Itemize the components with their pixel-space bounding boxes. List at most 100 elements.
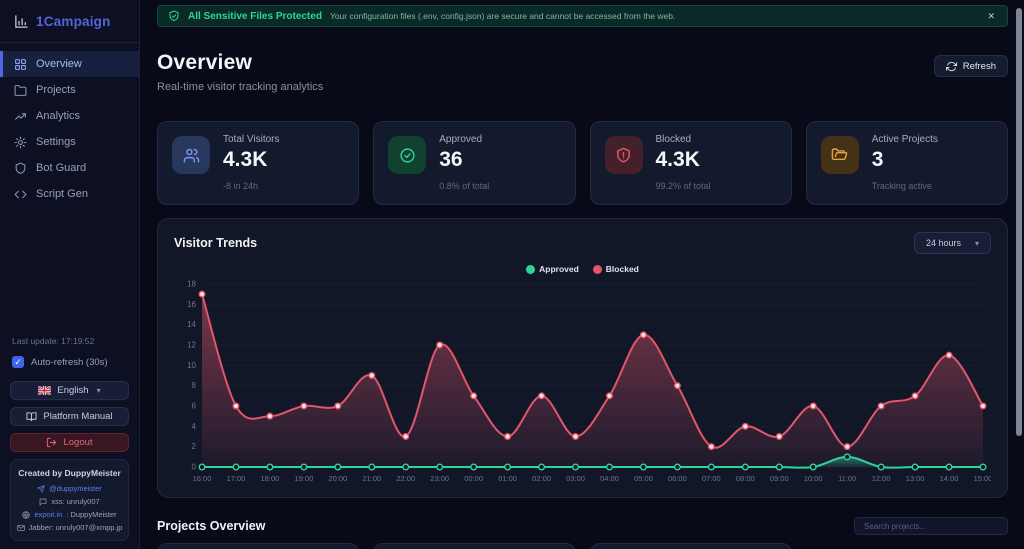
project-card[interactable] [373,543,576,549]
svg-text:22:00: 22:00 [396,474,415,483]
svg-text:00:00: 00:00 [464,474,483,483]
svg-text:16: 16 [187,300,196,309]
svg-text:04:00: 04:00 [600,474,619,483]
scrollbar-thumb[interactable] [1016,8,1022,436]
security-banner: All Sensitive Files Protected Your confi… [157,5,1008,27]
main-content: All Sensitive Files Protected Your confi… [140,0,1024,549]
users-icon [172,136,210,174]
stat-value: 36 [439,148,463,171]
page-header: Overview Real-time visitor tracking anal… [157,51,1008,93]
visitor-trends-chart: 0 2 4 6 8 10 12 14 16 18 16:00 17:00 18:00 19:00 20:00… [174,276,992,494]
svg-text:2: 2 [192,442,197,451]
svg-text:05:00: 05:00 [634,474,653,483]
sidebar: 1Campaign Overview Projects Analytics Se… [0,0,140,549]
svg-text:6: 6 [192,402,197,411]
logo: 1Campaign [0,0,139,42]
legend-dot-approved [526,264,536,274]
sidebar-item-projects[interactable]: Projects [0,77,139,103]
language-label: English [57,385,89,396]
svg-text:18: 18 [187,280,196,289]
legend-label: Approved [539,264,579,274]
check-circle-icon [388,136,427,174]
site-link[interactable]: expoit.in [34,510,63,519]
stat-label: Active Projects [871,134,938,145]
sidebar-item-label: Settings [36,136,76,148]
svg-text:23:00: 23:00 [430,474,449,483]
language-selector[interactable]: English ▾ [10,381,129,400]
chat-square-icon [39,498,47,505]
sidebar-item-overview[interactable]: Overview [0,51,139,77]
close-icon[interactable]: ✕ [987,10,995,21]
sidebar-item-script-gen[interactable]: Script Gen [0,181,139,207]
legend-label: Blocked [605,264,639,274]
site-handle: : DuppyMeister [66,510,117,519]
svg-text:08:00: 08:00 [736,474,755,483]
stat-value: 3 [871,148,884,171]
sidebar-bottom: Last update: 17:19:52 ✓ Auto-refresh (30… [0,336,139,549]
platform-manual-button[interactable]: Platform Manual [10,407,129,426]
grid-icon [15,58,26,70]
scrollbar[interactable] [1015,0,1024,549]
project-card[interactable] [589,543,792,549]
mail-icon [16,524,25,531]
stat-label: Approved [439,134,483,145]
refresh-icon [945,61,957,71]
projects-header: Projects Overview [157,517,1008,535]
divider [0,42,139,43]
svg-text:03:00: 03:00 [566,474,585,483]
logout-button[interactable]: Logout [10,433,129,452]
sidebar-item-bot-guard[interactable]: Bot Guard [0,155,139,181]
stat-card-total-visitors: Total Visitors 4.3K -8 in 24h [157,121,360,205]
sidebar-item-settings[interactable]: Settings [0,129,139,155]
trends-title: Visitor Trends [174,236,258,250]
stat-value: 4.3K [655,148,700,171]
logout-icon [47,437,57,448]
legend-item-approved: Approved [526,264,579,274]
svg-text:02:00: 02:00 [532,474,551,483]
svg-text:11:00: 11:00 [838,474,856,483]
auto-refresh-label: Auto-refresh (30s) [31,356,108,368]
svg-text:17:00: 17:00 [227,474,246,483]
search-projects-input[interactable] [854,517,1008,535]
stats-row: Total Visitors 4.3K -8 in 24h Approved 3… [157,121,1008,205]
auto-refresh-toggle[interactable]: ✓ Auto-refresh (30s) [10,356,129,381]
site-line: expoit.in : DuppyMeister [17,510,122,519]
shield-alert-icon [604,136,643,174]
banner-message: Your configuration files (.env, config.j… [329,11,676,21]
code-icon [14,190,27,198]
svg-text:20:00: 20:00 [328,474,347,483]
stat-value: 4.3K [223,148,268,171]
checkbox-checked-icon[interactable]: ✓ [12,356,24,368]
trending-up-icon [15,112,26,120]
svg-text:16:00: 16:00 [193,474,212,483]
time-range-value: 24 hours [925,238,961,248]
sidebar-item-analytics[interactable]: Analytics [0,103,139,129]
svg-text:12: 12 [187,341,196,350]
shield-check-icon [169,10,179,21]
gear-icon [14,136,27,148]
time-range-select[interactable]: 24 hours ▾ [913,232,991,254]
svg-text:15:00: 15:00 [974,474,991,483]
last-update-text: Last update: 17:19:52 [12,336,95,346]
credits-box: Created by DuppyMeister @duppymeister xs… [10,459,129,541]
project-card[interactable] [157,543,360,549]
refresh-label: Refresh [962,60,996,72]
credits-title: Created by DuppyMeister [18,468,121,478]
page-subtitle: Real-time visitor tracking analytics [157,81,324,93]
stat-sub: Tracking active [871,181,932,191]
sidebar-item-label: Bot Guard [36,162,87,174]
svg-text:14:00: 14:00 [940,474,959,483]
stat-sub: -8 in 24h [223,181,259,191]
svg-text:13:00: 13:00 [906,474,925,483]
svg-text:06:00: 06:00 [668,474,687,483]
xss-handle: xss: unruly007 [51,497,100,506]
svg-text:19:00: 19:00 [294,474,313,483]
sidebar-item-label: Projects [36,84,76,96]
telegram-link[interactable]: @duppymeister [17,484,122,493]
refresh-button[interactable]: Refresh [933,55,1008,77]
svg-text:07:00: 07:00 [702,474,721,483]
app-title: 1Campaign [36,14,111,29]
svg-text:14: 14 [187,320,196,329]
svg-text:18:00: 18:00 [261,474,280,483]
